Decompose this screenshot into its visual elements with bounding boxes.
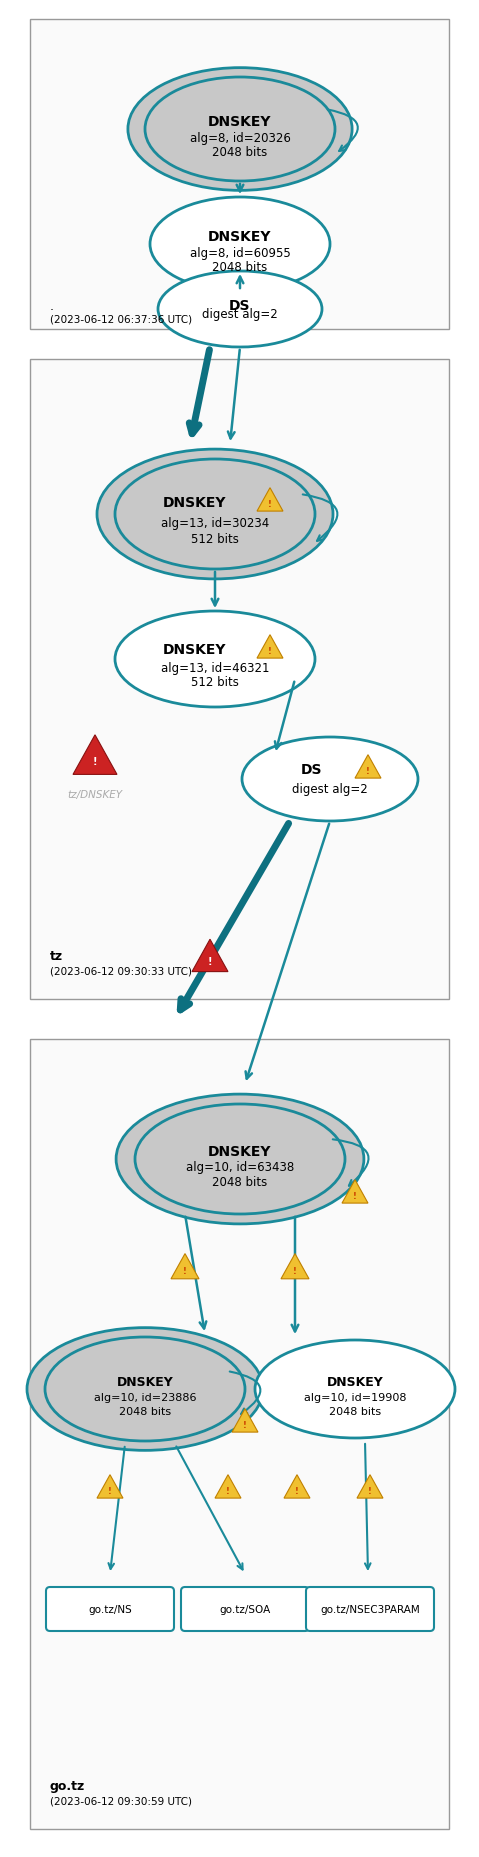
Polygon shape [215,1474,241,1499]
Text: !: ! [226,1486,230,1495]
Ellipse shape [115,611,315,708]
FancyBboxPatch shape [30,20,449,331]
Text: alg=13, id=30234: alg=13, id=30234 [161,516,269,529]
Ellipse shape [45,1337,245,1441]
Polygon shape [73,735,117,774]
Text: !: ! [366,767,370,776]
Polygon shape [355,756,381,778]
Text: tz: tz [50,949,63,962]
FancyBboxPatch shape [181,1588,309,1630]
Ellipse shape [135,1105,345,1214]
Text: go.tz: go.tz [50,1779,85,1792]
Text: !: ! [353,1190,357,1200]
Polygon shape [284,1474,310,1499]
Text: digest alg=2: digest alg=2 [292,784,368,797]
Text: !: ! [108,1486,112,1495]
Text: !: ! [293,1266,297,1276]
Polygon shape [281,1253,309,1279]
Text: alg=8, id=20326: alg=8, id=20326 [190,132,290,145]
Text: DS: DS [229,299,251,312]
Text: alg=10, id=23886: alg=10, id=23886 [94,1393,196,1402]
Text: DNSKEY: DNSKEY [163,643,227,657]
Polygon shape [357,1474,383,1499]
Text: DS: DS [301,763,323,776]
Text: !: ! [93,758,97,767]
Text: DNSKEY: DNSKEY [208,230,272,243]
Text: !: ! [268,646,272,656]
Text: !: ! [183,1266,187,1276]
Polygon shape [97,1474,123,1499]
Text: !: ! [295,1486,299,1495]
Text: 2048 bits: 2048 bits [212,145,268,158]
Polygon shape [342,1179,368,1203]
Text: go.tz/SOA: go.tz/SOA [219,1604,271,1614]
Text: DNSKEY: DNSKEY [208,1144,272,1159]
Polygon shape [257,635,283,659]
Polygon shape [192,940,228,971]
Text: alg=13, id=46321: alg=13, id=46321 [161,661,269,674]
Polygon shape [232,1409,258,1432]
Ellipse shape [97,449,333,579]
Text: !: ! [368,1486,372,1495]
Text: 512 bits: 512 bits [191,533,239,546]
Ellipse shape [128,69,352,191]
Text: .: . [50,299,54,312]
Text: DNSKEY: DNSKEY [327,1374,383,1387]
Ellipse shape [150,199,330,292]
Text: alg=10, id=63438: alg=10, id=63438 [186,1161,294,1174]
Text: tz/DNSKEY: tz/DNSKEY [68,789,123,800]
Text: !: ! [208,956,212,966]
Text: (2023-06-12 06:37:36 UTC): (2023-06-12 06:37:36 UTC) [50,314,192,323]
Text: (2023-06-12 09:30:59 UTC): (2023-06-12 09:30:59 UTC) [50,1796,192,1807]
Ellipse shape [116,1094,364,1224]
Text: !: ! [243,1421,247,1430]
Ellipse shape [255,1341,455,1437]
Text: 2048 bits: 2048 bits [119,1406,171,1417]
FancyBboxPatch shape [30,1040,449,1829]
Ellipse shape [27,1328,263,1450]
Text: DNSKEY: DNSKEY [163,496,227,509]
Text: go.tz/NSEC3PARAM: go.tz/NSEC3PARAM [320,1604,420,1614]
Polygon shape [171,1253,199,1279]
Text: alg=10, id=19908: alg=10, id=19908 [304,1393,406,1402]
Ellipse shape [242,737,418,821]
FancyBboxPatch shape [46,1588,174,1630]
FancyBboxPatch shape [306,1588,434,1630]
Text: (2023-06-12 09:30:33 UTC): (2023-06-12 09:30:33 UTC) [50,966,192,977]
Text: 2048 bits: 2048 bits [212,1175,268,1188]
Text: go.tz/NS: go.tz/NS [88,1604,132,1614]
Text: DNSKEY: DNSKEY [208,115,272,128]
Text: alg=8, id=60955: alg=8, id=60955 [190,247,290,260]
Text: 2048 bits: 2048 bits [212,260,268,273]
Text: DNSKEY: DNSKEY [116,1374,173,1387]
Polygon shape [257,488,283,513]
Ellipse shape [115,461,315,570]
Text: digest alg=2: digest alg=2 [202,308,278,319]
Text: 512 bits: 512 bits [191,676,239,689]
Text: !: ! [268,500,272,509]
Text: 2048 bits: 2048 bits [329,1406,381,1417]
Ellipse shape [145,78,335,182]
FancyBboxPatch shape [30,360,449,999]
Ellipse shape [158,271,322,347]
